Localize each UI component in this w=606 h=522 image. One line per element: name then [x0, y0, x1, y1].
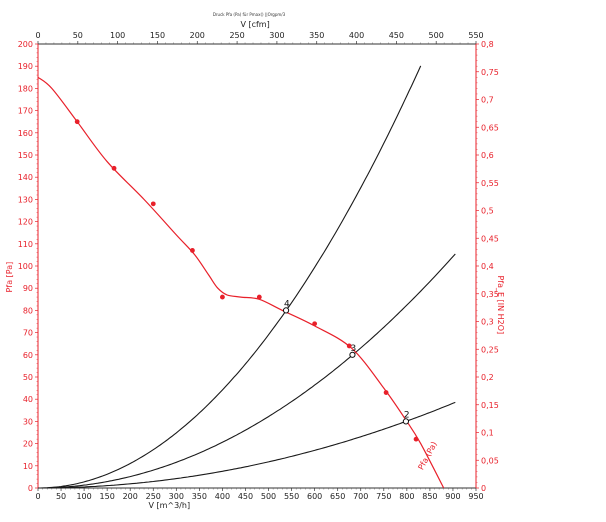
y-right-tick-label: 0,65: [481, 123, 499, 132]
y-right-tick-label: 0,15: [481, 401, 499, 410]
chart-title: Druck Pfa (Pa) für Pmax() ||Orgpm/3: [213, 12, 286, 17]
y-left-tick-label: 170: [18, 107, 33, 116]
operating-point-label: 2: [404, 410, 410, 420]
x-top-tick-label: 150: [150, 31, 165, 40]
system-curve-3: [38, 401, 456, 489]
system-curve-1: [38, 65, 422, 489]
y-right-tick-label: 0,2: [481, 373, 494, 382]
y-left-tick-label: 90: [23, 284, 33, 293]
x-top-tick-label: 50: [73, 31, 83, 40]
operating-point-label: 4: [284, 299, 290, 309]
y-right-tick-label: 0,75: [481, 68, 499, 77]
y-right-axis-label: Pfa_E [IN H2O]: [496, 276, 505, 335]
y-right-tick-label: 0,8: [481, 40, 494, 49]
x-bottom-tick-label: 600: [307, 492, 322, 501]
y-left-tick-label: 70: [23, 329, 33, 338]
y-left-tick-label: 40: [23, 395, 33, 404]
fan-curve-marker: [150, 201, 156, 207]
y-right-tick-label: 0,05: [481, 456, 499, 465]
x-bottom-tick-label: 900: [445, 492, 460, 501]
x-top-tick-label: 0: [35, 31, 40, 40]
x-bottom-tick-label: 450: [238, 492, 253, 501]
x-top-tick-label: 400: [349, 31, 364, 40]
x-bottom-tick-label: 350: [192, 492, 207, 501]
y-left-tick-label: 10: [23, 462, 33, 471]
fan-curve-label: Pfa (Pa): [417, 440, 439, 471]
y-left-tick-label: 60: [23, 351, 33, 360]
x-bottom-tick-label: 200: [123, 492, 138, 501]
y-left-tick-label: 80: [23, 306, 33, 315]
x-bottom-axis-label: V [m^3/h]: [148, 501, 190, 510]
x-bottom-tick-label: 800: [399, 492, 414, 501]
fan-curve-marker: [413, 436, 419, 442]
y-left-tick-label: 190: [18, 62, 33, 71]
fan-curve-marker: [383, 390, 389, 395]
x-bottom-tick-label: 50: [56, 492, 66, 501]
y-right-tick-label: 0,55: [481, 179, 499, 188]
y-right-tick-label: 0: [481, 484, 486, 493]
x-top-axis-label: V [cfm]: [240, 20, 269, 29]
fan-curve-marker: [190, 248, 195, 253]
y-left-tick-label: 0: [28, 484, 33, 493]
y-right-tick-label: 0,1: [481, 429, 494, 438]
y-left-tick-label: 50: [23, 373, 33, 382]
x-bottom-tick-label: 250: [146, 492, 161, 501]
y-left-tick-label: 130: [18, 195, 33, 204]
y-right-tick-label: 0,5: [481, 207, 494, 216]
x-bottom-tick-label: 400: [215, 492, 230, 501]
y-right-tick-label: 0,6: [481, 151, 494, 160]
x-bottom-tick-label: 750: [376, 492, 391, 501]
x-bottom-tick-label: 0: [35, 492, 40, 501]
fan-curve-marker: [256, 294, 262, 300]
operating-point-marker: [349, 351, 356, 358]
y-left-tick-label: 200: [18, 40, 33, 49]
fan-curve-marker: [220, 294, 225, 300]
y-right-tick-label: 0,45: [481, 234, 499, 243]
x-top-tick-label: 300: [269, 31, 284, 40]
fan-curve-marker: [312, 321, 318, 327]
y-left-tick-label: 180: [18, 84, 33, 93]
y-left-axis-label: Pfa [Pa]: [5, 262, 14, 293]
y-left-tick-label: 30: [23, 417, 33, 426]
x-bottom-tick-label: 850: [422, 492, 437, 501]
operating-point-label: 3: [350, 344, 356, 354]
x-bottom-tick-label: 500: [261, 492, 276, 501]
y-right-tick-label: 0,7: [481, 96, 494, 105]
x-top-tick-label: 100: [110, 31, 125, 40]
fan-curve-line: [37, 76, 445, 489]
fan-curve-marker: [346, 343, 352, 349]
y-left-tick-label: 160: [18, 129, 33, 138]
x-bottom-tick-label: 950: [468, 492, 483, 501]
system-curve-2: [38, 253, 456, 489]
x-bottom-tick-label: 700: [353, 492, 368, 501]
y-right-tick-label: 0,3: [481, 318, 494, 327]
x-bottom-tick-label: 150: [100, 492, 115, 501]
operating-point-marker: [402, 418, 410, 425]
x-top-tick-label: 200: [190, 31, 205, 40]
y-left-tick-label: 120: [18, 218, 33, 227]
x-top-tick-label: 250: [229, 31, 244, 40]
plot-frame: [37, 43, 477, 489]
x-bottom-tick-label: 100: [76, 492, 91, 501]
fan-curve-marker: [111, 165, 117, 171]
x-bottom-tick-label: 300: [169, 492, 184, 501]
y-right-tick-label: 0,4: [481, 262, 494, 271]
x-top-tick-label: 350: [309, 31, 324, 40]
fan-curve-marker: [74, 119, 80, 125]
y-right-tick-label: 0,35: [481, 290, 499, 299]
x-bottom-tick-label: 550: [284, 492, 299, 501]
y-left-tick-label: 150: [18, 151, 33, 160]
operating-point-marker: [282, 307, 290, 314]
x-top-tick-label: 450: [389, 31, 404, 40]
y-left-tick-label: 100: [18, 262, 33, 271]
y-left-tick-label: 140: [18, 173, 33, 182]
y-right-tick-label: 0,25: [481, 345, 499, 354]
x-top-tick-label: 550: [468, 31, 483, 40]
x-bottom-tick-label: 650: [330, 492, 345, 501]
y-left-tick-label: 110: [18, 240, 33, 249]
y-left-tick-label: 20: [23, 440, 33, 449]
x-top-tick-label: 500: [429, 31, 444, 40]
